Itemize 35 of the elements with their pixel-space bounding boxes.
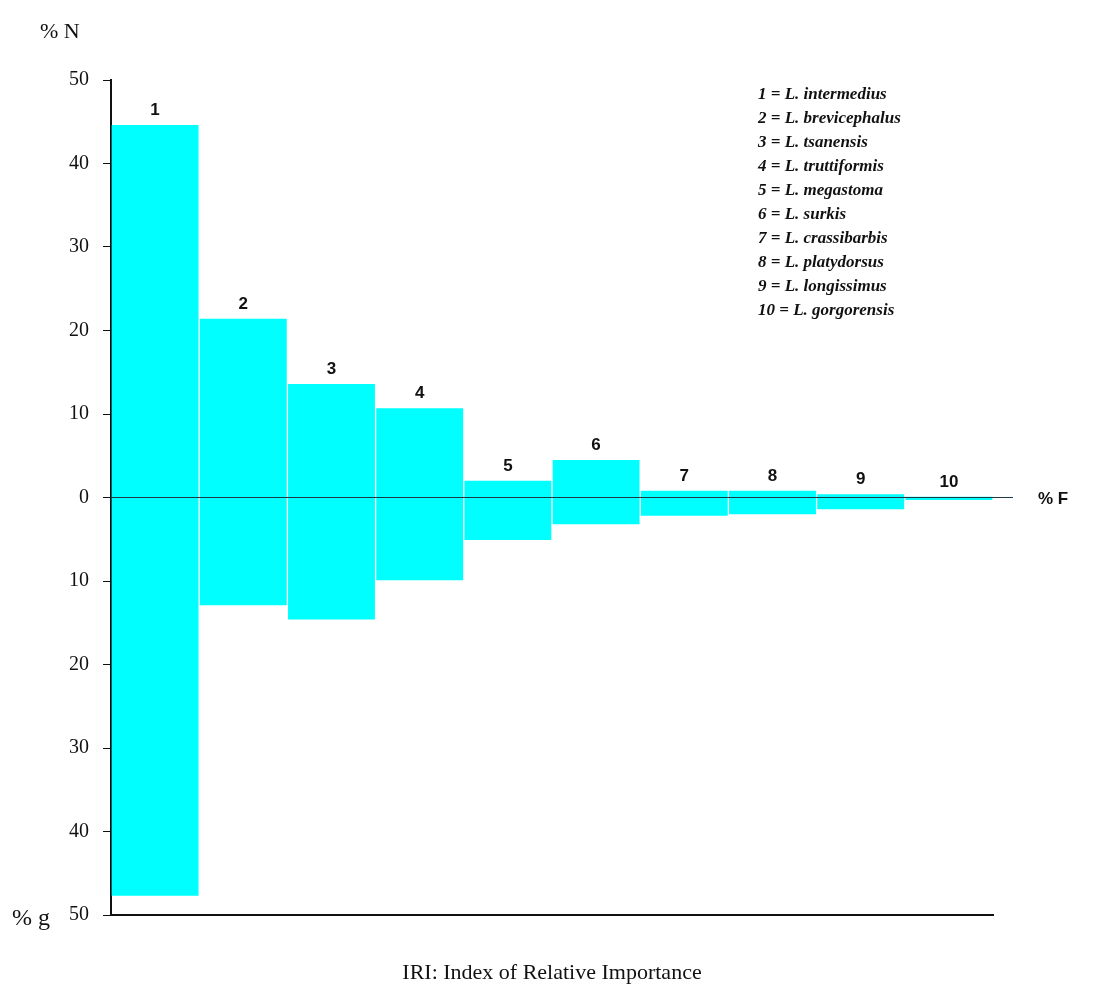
x-tick-label: 8 [767, 466, 778, 486]
x-tick-label: 7 [679, 466, 690, 486]
y-tick-label: 40 [69, 150, 89, 173]
y-tick-label: 50 [69, 902, 89, 925]
x-tick-label: 6 [591, 435, 601, 455]
text: % F [1038, 489, 1069, 509]
y-tick-label: 30 [69, 234, 89, 257]
y-tick-label: 20 [69, 651, 89, 674]
text: % g [12, 904, 50, 931]
annotation: 9 = L. longissimus [758, 276, 888, 296]
annotation: 7 = L. crassibarbis [758, 228, 889, 248]
annotation: 6 = L. surkis [758, 204, 847, 224]
annotation: 5 = L. megastoma [758, 180, 884, 200]
x-tick-label: 10 [939, 471, 959, 491]
y-tick-label: 30 [69, 735, 89, 758]
annotation: 10 = L. gorgorensis [758, 300, 895, 320]
annotation: 1 = L. intermedius [758, 84, 888, 104]
annotation: 3 = L. tsanensis [757, 132, 869, 152]
annotation: 2 = L. brevicephalus [757, 108, 902, 128]
x-tick-label: 9 [855, 469, 866, 489]
y-tick-label: 0 [79, 484, 89, 507]
x-tick-label: 5 [503, 455, 513, 475]
y-tick-label: 50 [69, 67, 89, 90]
y-tick-label: 40 [69, 818, 89, 841]
x-tick-label: 3 [326, 359, 337, 379]
annotation: 8 = L. platydorsus [758, 252, 885, 272]
x-tick-label: 4 [414, 383, 425, 403]
x-axis-title: IRI: Index of Relative Importance [402, 958, 702, 984]
x-tick-label: 2 [238, 294, 249, 313]
y-axis-title: % N [40, 17, 80, 43]
y-tick-label: 10 [69, 401, 89, 424]
y-tick-label: 10 [69, 568, 89, 591]
x-tick-label: 1 [150, 100, 160, 120]
y-tick-label: 20 [69, 317, 89, 340]
annotation: 4 = L. truttiformis [757, 156, 885, 176]
